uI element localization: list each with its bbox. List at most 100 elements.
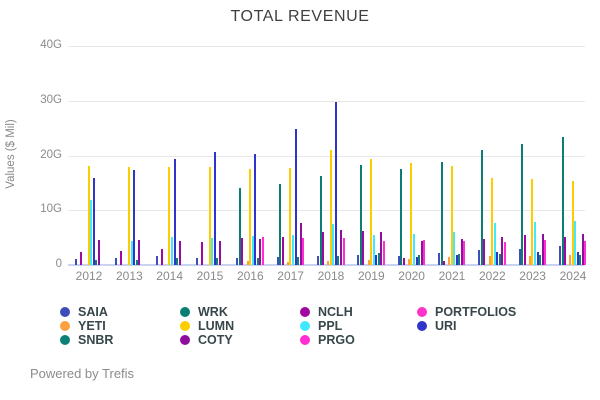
- x-tick-label-2015: 2015: [196, 269, 224, 283]
- bar-wrk-2017: [279, 184, 282, 265]
- bar-snbr-2012: [95, 260, 98, 265]
- bar-yeti-2022: [488, 256, 491, 265]
- x-tick-label-2022: 2022: [478, 269, 506, 283]
- legend-label-uri: URI: [435, 319, 457, 333]
- bar-yeti-2019: [367, 260, 370, 265]
- bar-ppl-2012: [90, 200, 93, 265]
- bar-nclh-2021: [443, 261, 445, 265]
- bar-prgo-2020: [423, 240, 426, 265]
- bar-prgo-2019: [382, 241, 385, 265]
- x-tick-label-2017: 2017: [277, 269, 304, 283]
- bar-coty-2017: [299, 223, 302, 265]
- bar-lumn-2014: [168, 167, 171, 265]
- bar-yeti-2023: [528, 256, 531, 265]
- y-tick-label-0: 0: [55, 258, 62, 270]
- bar-lumn-2015: [208, 167, 211, 265]
- x-tick-label-2020: 2020: [398, 269, 425, 283]
- bar-yeti-2021: [448, 257, 451, 265]
- bar-wrk-2022: [480, 150, 483, 265]
- bar-lumn-2022: [491, 178, 493, 265]
- bar-snbr-2023: [539, 255, 541, 265]
- legend-dot-yeti: [60, 321, 70, 331]
- bar-lumn-2021: [450, 166, 453, 265]
- gridline-10G: [68, 210, 585, 212]
- bar-prgo-2016: [261, 237, 264, 265]
- x-tick-label-2019: 2019: [357, 269, 385, 283]
- bar-coty-2023: [541, 234, 544, 265]
- legend-dot-prgo: [300, 335, 310, 345]
- x-tick-label-2013: 2013: [115, 269, 143, 283]
- legend-dot-saia: [60, 307, 70, 317]
- legend-label-wrk: WRK: [198, 305, 228, 319]
- y-tick-label-20G: 20G: [40, 148, 62, 161]
- bar-ppl-2019: [372, 235, 375, 265]
- gridline-20G: [68, 155, 585, 157]
- bar-nclh-2019: [362, 231, 365, 265]
- bar-snbr-2022: [498, 254, 501, 265]
- bar-snbr-2018: [337, 256, 340, 265]
- bar-nclh-2016: [241, 238, 244, 265]
- bar-wrk-2021: [440, 162, 443, 265]
- bar-prgo-2021: [463, 241, 466, 265]
- bar-nclh-2024: [564, 237, 566, 265]
- bar-wrk-2023: [521, 144, 524, 265]
- bar-coty-2016: [259, 239, 262, 265]
- bar-ppl-2014: [170, 237, 173, 265]
- bar-snbr-2015: [216, 258, 219, 265]
- bar-nclh-2012: [80, 252, 83, 265]
- bar-prgo-2022: [503, 242, 506, 265]
- bar-ppl-2017: [291, 235, 294, 265]
- x-tick-label-2018: 2018: [317, 269, 345, 283]
- y-tick-label-10G: 10G: [40, 203, 62, 216]
- bar-ppl-2018: [332, 224, 335, 265]
- bar-saia-2014: [155, 256, 158, 265]
- bar-wrk-2018: [319, 176, 322, 265]
- bar-ppl-2016: [251, 236, 254, 265]
- x-tick-label-2014: 2014: [156, 269, 183, 283]
- bar-lumn-2018: [329, 150, 332, 265]
- bar-yeti-2017: [286, 262, 289, 265]
- legend-label-ppl: PPL: [318, 319, 343, 333]
- bar-wrk-2019: [359, 165, 362, 265]
- bar-lumn-2016: [249, 169, 251, 265]
- bar-ppl-2013: [130, 241, 133, 265]
- legend-dot-coty: [180, 335, 190, 345]
- bar-coty-2021: [460, 239, 463, 265]
- bar-uri-2023: [536, 252, 539, 265]
- bar-lumn-2012: [87, 166, 90, 265]
- bar-snbr-2014: [176, 258, 178, 265]
- bar-wrk-2016: [238, 188, 241, 265]
- bar-snbr-2013: [135, 260, 138, 265]
- bar-saia-2019: [357, 255, 360, 265]
- bar-nclh-2014: [160, 249, 163, 265]
- legend-label-prgo: PRGO: [318, 333, 355, 347]
- bar-coty-2022: [501, 237, 504, 265]
- bar-prgo-2017: [302, 238, 305, 265]
- legend-dot-snbr: [60, 335, 70, 345]
- bar-saia-2016: [236, 258, 239, 265]
- legend-dot-lumn: [180, 321, 190, 331]
- bar-coty-2014: [178, 241, 181, 265]
- bar-saia-2021: [437, 253, 440, 265]
- bar-coty-2019: [380, 232, 383, 265]
- legend-label-snbr: SNBR: [78, 333, 114, 347]
- legend-label-portfolios: PORTFOLIOS: [435, 305, 517, 319]
- bar-saia-2012: [75, 259, 77, 265]
- bar-lumn-2013: [128, 167, 131, 265]
- bar-uri-2017: [294, 129, 297, 265]
- bar-saia-2013: [115, 258, 118, 265]
- bar-ppl-2020: [412, 234, 415, 265]
- legend-label-yeti: YETI: [78, 319, 106, 333]
- bar-nclh-2022: [483, 239, 486, 265]
- bar-lumn-2019: [370, 159, 372, 265]
- bar-uri-2024: [576, 252, 579, 265]
- bar-ppl-2021: [453, 232, 456, 265]
- bar-nclh-2020: [402, 258, 405, 265]
- bar-yeti-2020: [407, 259, 410, 265]
- bar-coty-2012: [97, 240, 100, 265]
- bar-lumn-2024: [571, 181, 574, 265]
- y-tick-label-30G: 30G: [40, 93, 62, 106]
- legend-dot-nclh: [300, 307, 310, 317]
- x-tick-label-2021: 2021: [438, 269, 466, 283]
